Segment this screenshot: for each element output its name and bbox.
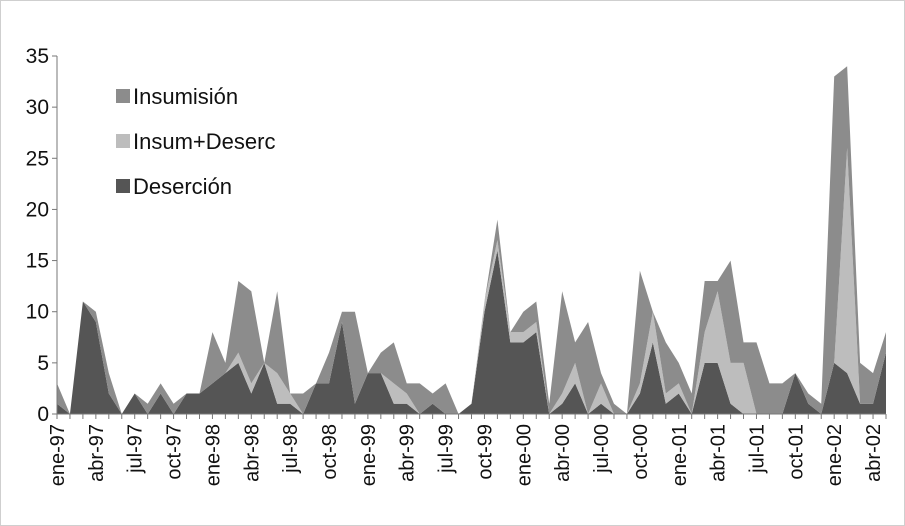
x-tick-label: ene-97	[47, 424, 69, 486]
x-tick-label: oct-00	[630, 424, 652, 480]
x-tick-label: jul-98	[280, 424, 302, 474]
y-tick-label: 25	[26, 147, 49, 170]
x-tick-label: ene-99	[358, 424, 380, 486]
x-tick-label: abr-00	[552, 424, 574, 482]
x-tick-label: abr-02	[863, 424, 885, 482]
x-tick-label: oct-01	[785, 424, 807, 480]
y-tick-label: 10	[26, 301, 49, 324]
x-tick-label: abr-01	[708, 424, 730, 482]
x-tick-label: abr-98	[241, 424, 263, 482]
legend-swatch-insumision	[116, 89, 130, 103]
y-tick-label: 0	[37, 403, 49, 426]
x-tick-label: oct-99	[474, 424, 496, 480]
x-tick-label: abr-97	[86, 424, 108, 482]
y-tick-label: 5	[37, 352, 49, 375]
legend-label-insum-deserc: Insum+Deserc	[133, 129, 275, 154]
y-tick-label: 15	[26, 250, 49, 273]
area-desercion	[57, 250, 886, 414]
x-tick-label: oct-97	[164, 424, 186, 480]
x-tick-label: ene-98	[202, 424, 224, 486]
legend-swatch-desercion	[116, 179, 130, 193]
y-tick-label: 30	[26, 96, 49, 119]
x-tick-label: ene-02	[824, 424, 846, 486]
x-tick-label: jul-97	[125, 424, 147, 474]
area-insumision	[57, 66, 886, 414]
y-tick-label: 35	[26, 45, 49, 68]
y-tick-label: 20	[26, 198, 49, 221]
x-tick-label: jul-01	[746, 424, 768, 474]
x-tick-label: oct-98	[319, 424, 341, 480]
legend-label-insumision: Insumisión	[133, 84, 238, 109]
legend-label-desercion: Deserción	[133, 174, 232, 199]
x-tick-label: ene-00	[513, 424, 535, 486]
x-tick-label: jul-99	[436, 424, 458, 474]
x-tick-label: jul-00	[591, 424, 613, 474]
x-tick-label: abr-99	[397, 424, 419, 482]
legend-swatch-insum-deserc	[116, 134, 130, 148]
x-tick-label: ene-01	[669, 424, 691, 486]
